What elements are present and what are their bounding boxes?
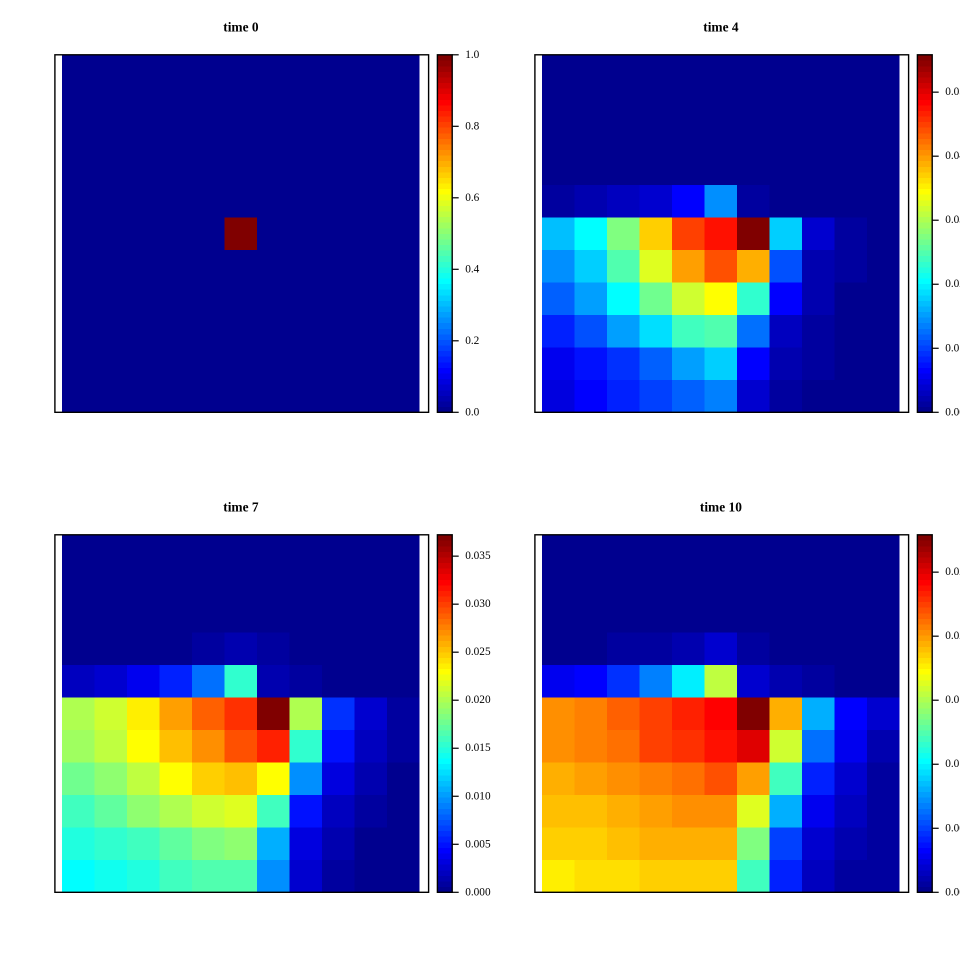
svg-text:0.025: 0.025	[465, 646, 491, 658]
svg-text:0.015: 0.015	[945, 694, 960, 706]
svg-text:0.015: 0.015	[465, 742, 491, 754]
svg-text:0.005: 0.005	[465, 838, 491, 850]
svg-text:0.025: 0.025	[945, 566, 960, 578]
svg-text:time 10: time 10	[700, 500, 742, 515]
svg-text:0.020: 0.020	[945, 630, 960, 642]
svg-text:0.8: 0.8	[465, 120, 479, 132]
svg-text:0.030: 0.030	[465, 598, 491, 610]
svg-text:0.2: 0.2	[465, 335, 479, 347]
svg-text:time 7: time 7	[223, 500, 259, 515]
svg-text:0.00: 0.00	[945, 406, 960, 418]
svg-text:0.000: 0.000	[465, 886, 491, 898]
svg-text:0.02: 0.02	[945, 278, 960, 290]
svg-text:1.0: 1.0	[465, 49, 479, 61]
svg-text:time 0: time 0	[223, 20, 259, 35]
svg-text:0.005: 0.005	[945, 822, 960, 834]
svg-text:0.4: 0.4	[465, 263, 479, 275]
svg-text:time 4: time 4	[703, 20, 739, 35]
svg-text:0.01: 0.01	[945, 342, 960, 354]
svg-text:0.04: 0.04	[945, 150, 960, 162]
svg-text:0.03: 0.03	[945, 214, 960, 226]
svg-text:0.010: 0.010	[465, 790, 491, 802]
svg-text:0.6: 0.6	[465, 192, 479, 204]
svg-text:0.0: 0.0	[465, 406, 479, 418]
svg-text:0.035: 0.035	[465, 550, 491, 562]
svg-text:0.000: 0.000	[945, 886, 960, 898]
svg-text:0.05: 0.05	[945, 86, 960, 98]
svg-text:0.020: 0.020	[465, 694, 491, 706]
svg-text:0.010: 0.010	[945, 758, 960, 770]
